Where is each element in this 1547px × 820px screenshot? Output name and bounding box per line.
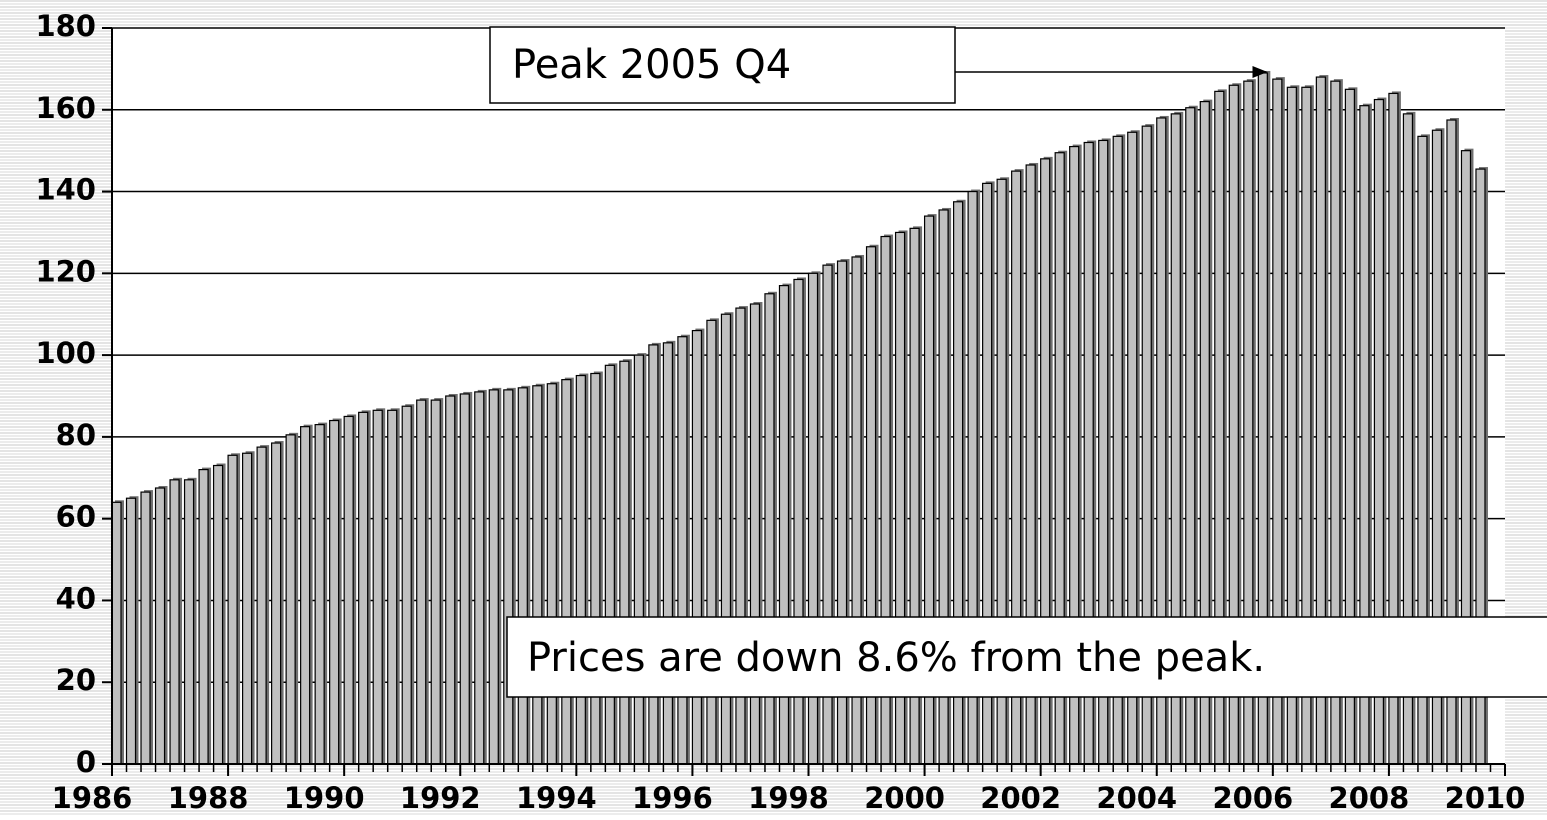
y-tick-label: 20 — [56, 663, 96, 697]
bar — [241, 452, 253, 765]
bar — [546, 383, 557, 765]
bar — [604, 364, 615, 765]
bar — [445, 395, 456, 765]
y-tick-label: 40 — [56, 581, 96, 615]
bar — [459, 393, 470, 765]
bar — [300, 426, 311, 765]
bar — [329, 419, 340, 765]
bar — [633, 354, 644, 765]
bar — [154, 487, 166, 765]
y-tick-label: 0 — [76, 745, 96, 779]
bar — [662, 342, 673, 765]
bar — [387, 409, 398, 765]
x-tick-label: 1994 — [516, 781, 597, 815]
y-tick-label: 140 — [35, 173, 96, 207]
bar — [111, 501, 122, 765]
x-tick-label: 1992 — [400, 781, 481, 815]
x-tick-label: 1990 — [284, 781, 365, 815]
x-tick-label: 1988 — [168, 781, 249, 815]
annotation-box — [489, 26, 956, 104]
bar — [285, 434, 296, 765]
bar — [430, 399, 441, 765]
bar — [198, 469, 209, 765]
bar — [619, 360, 630, 765]
bar — [561, 379, 572, 765]
bar — [343, 415, 354, 765]
bar — [183, 479, 195, 765]
bar — [488, 389, 499, 765]
bar — [358, 411, 369, 765]
bar — [227, 454, 238, 765]
bar — [401, 405, 412, 765]
x-tick-label: 2006 — [1212, 781, 1293, 815]
bar — [256, 446, 267, 765]
bar — [691, 329, 703, 765]
x-tick-label: 2002 — [980, 781, 1061, 815]
bar — [517, 387, 528, 765]
bar — [372, 409, 383, 765]
annotation: Prices are down 8.6% from the peak. — [527, 635, 1265, 681]
bar — [416, 399, 427, 765]
bar — [590, 372, 601, 765]
x-tick-label: 2000 — [864, 781, 945, 815]
x-tick-label: 2010 — [1445, 781, 1526, 815]
y-tick-label: 120 — [35, 254, 96, 288]
x-tick-label: 1996 — [632, 781, 713, 815]
x-tick-label: 1986 — [52, 781, 133, 815]
bar — [532, 385, 543, 765]
y-tick-label: 180 — [35, 9, 96, 43]
bar — [575, 374, 586, 765]
annotation: Peak 2005 Q4 — [512, 42, 791, 88]
y-tick-label: 60 — [56, 500, 96, 534]
bar — [314, 424, 325, 765]
bar — [212, 464, 224, 765]
bar — [271, 442, 282, 765]
bar — [648, 344, 659, 765]
y-tick-label: 100 — [35, 336, 96, 370]
bar — [677, 336, 688, 765]
bar — [169, 479, 180, 765]
x-tick-label: 2004 — [1096, 781, 1177, 815]
y-tick-label: 80 — [56, 418, 96, 452]
x-tick-label: 1998 — [748, 781, 829, 815]
y-tick-label: 160 — [35, 91, 96, 125]
bar — [503, 389, 514, 765]
bar — [474, 391, 485, 765]
annotation-box — [506, 616, 1547, 698]
bar — [125, 497, 137, 765]
x-tick-label: 2008 — [1329, 781, 1410, 815]
bar — [140, 491, 151, 765]
